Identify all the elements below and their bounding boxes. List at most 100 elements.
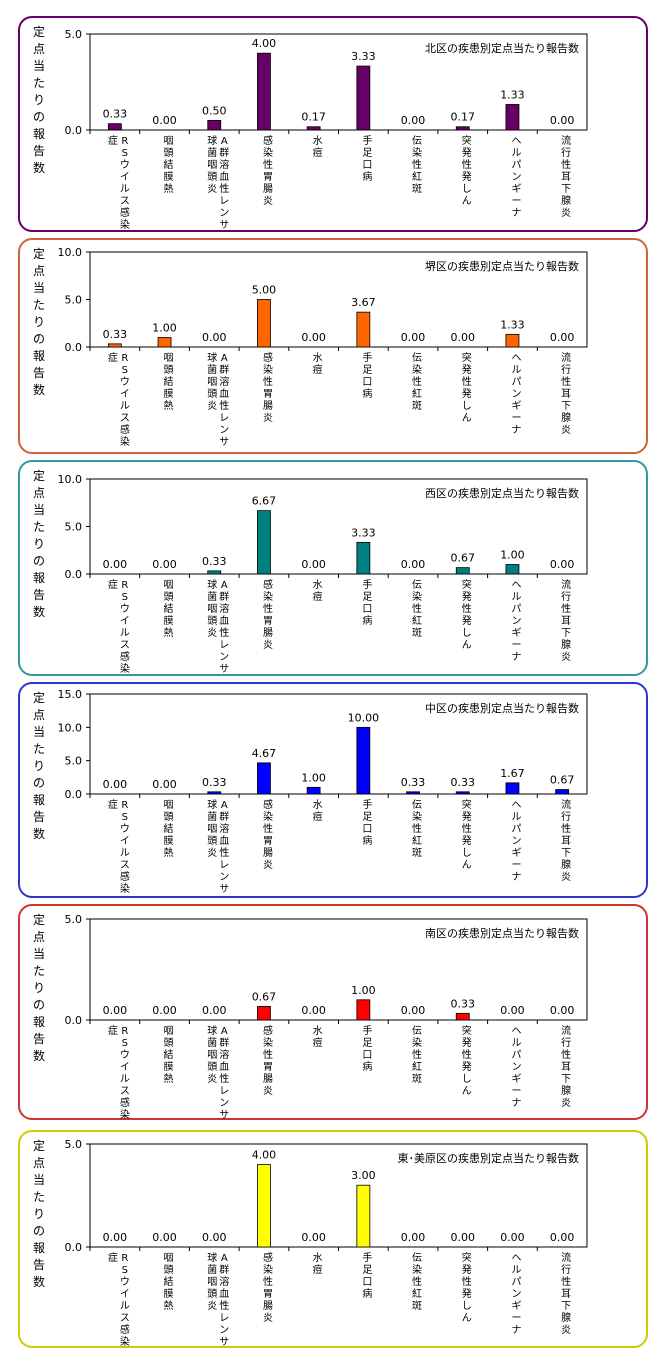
x-category-label-line: 突発性発しん (461, 1026, 472, 1097)
y-axis-label-char: 定 (32, 913, 45, 927)
y-tick-label: 5.0 (65, 1138, 83, 1151)
y-axis-label-char: た (32, 964, 45, 978)
x-category-label-line: 伝染性紅斑 (412, 580, 423, 639)
x-category-label: A群溶血性レンサ球菌咽頭炎 (203, 353, 233, 449)
data-label: 0.33 (103, 108, 128, 121)
data-label: 0.00 (401, 114, 426, 127)
x-category-label: 水痘 (310, 353, 326, 377)
x-category-label-line: 手足口病 (362, 800, 373, 847)
bar (406, 791, 420, 795)
data-label: 0.33 (451, 997, 476, 1010)
y-axis-label-char: り (32, 759, 45, 773)
y-axis-label-char: 報 (32, 127, 45, 141)
y-tick-label: 0.0 (65, 1241, 83, 1254)
x-category-label-line: 流行性耳下腺炎 (561, 1026, 572, 1109)
x-category-label-line: 水痘 (312, 580, 323, 603)
data-label: 0.00 (103, 558, 128, 571)
chart-title: 中区の疾患別定点当たり報告数 (425, 701, 579, 715)
x-category-label: 伝染性紅斑 (409, 580, 425, 640)
x-category-label-line: 感染性胃腸炎 (262, 136, 273, 207)
y-tick-label: 5.0 (65, 913, 83, 926)
x-category-label-line: 症 (107, 800, 118, 811)
x-category-label: 伝染性紅斑 (409, 800, 425, 860)
y-axis-label-char: 点 (32, 708, 45, 722)
data-label: 0.00 (500, 1004, 525, 1017)
bar (257, 510, 271, 575)
y-axis-label-char: 当 (32, 59, 45, 73)
x-category-label: 感染性胃腸炎 (260, 1026, 276, 1098)
y-axis-label-char: た (32, 298, 45, 312)
bar (257, 762, 271, 795)
y-axis-label-char: た (32, 76, 45, 90)
data-label: 0.67 (252, 990, 277, 1003)
y-tick-label: 0.0 (65, 341, 83, 354)
bar (455, 1012, 470, 1021)
data-label: 0.00 (401, 558, 426, 571)
data-label: 0.00 (152, 558, 177, 571)
x-category-label-line: 流行性耳下腺炎 (561, 580, 572, 663)
x-category-label-line: 咽頭結膜熱 (163, 1026, 174, 1085)
data-label: 5.00 (252, 284, 277, 297)
data-label: 4.67 (252, 747, 277, 760)
x-category-label-line: 球菌咽頭炎 (207, 580, 218, 639)
x-category-label-line: RSウイルス感染 (119, 353, 130, 448)
data-label: 0.00 (152, 1231, 177, 1244)
x-category-label: 咽頭結膜熱 (161, 1253, 177, 1313)
y-axis-label-char: 当 (32, 1173, 45, 1187)
y-axis-label-char: 定 (32, 691, 45, 705)
x-category-label-line: ヘルパンギーナ (511, 353, 522, 436)
bar (306, 126, 321, 131)
y-tick-label: 10.0 (58, 246, 83, 259)
bar (356, 1184, 371, 1248)
data-label: 1.00 (500, 549, 525, 562)
x-category-label: ヘルパンギーナ (508, 580, 524, 664)
x-category-label-line: 手足口病 (362, 580, 373, 627)
data-label: 4.00 (252, 1149, 277, 1162)
x-category-label: 感染性胃腸炎 (260, 580, 276, 652)
y-axis-label-char: 点 (32, 930, 45, 944)
x-category-label-line: 流行性耳下腺炎 (561, 353, 572, 436)
x-category-label-line: 水痘 (312, 353, 323, 376)
x-category-label: 咽頭結膜熱 (161, 136, 177, 196)
y-axis-label-char: 報 (32, 571, 45, 585)
chart-title: 西区の疾患別定点当たり報告数 (425, 486, 579, 500)
x-category-label: 手足口病 (359, 353, 375, 401)
data-label: 0.00 (103, 1231, 128, 1244)
y-axis-label-char: 告 (32, 1032, 45, 1046)
y-axis-label: 定点当たりの報告数 (28, 1138, 50, 1291)
data-label: 0.00 (202, 1231, 227, 1244)
x-category-label-line: 咽頭結膜熱 (163, 353, 174, 412)
y-tick-label: 5.0 (65, 755, 83, 768)
y-tick-label: 15.0 (58, 688, 83, 701)
x-category-label-line: A群溶血性レンサ (219, 353, 230, 448)
x-category-label-line: 水痘 (312, 136, 323, 159)
data-label: 0.00 (152, 114, 177, 127)
y-axis-label: 定点当たりの報告数 (28, 468, 50, 621)
x-category-label: ヘルパンギーナ (508, 353, 524, 437)
x-category-label-line: 水痘 (312, 800, 323, 823)
y-axis-label-char: 当 (32, 725, 45, 739)
x-category-label: 感染性胃腸炎 (260, 136, 276, 208)
x-category-label-line: 突発性発しん (461, 580, 472, 651)
bar (505, 333, 520, 348)
x-category-label: 流行性耳下腺炎 (558, 353, 574, 437)
data-label: 0.33 (202, 555, 227, 568)
x-category-label: 手足口病 (359, 580, 375, 628)
data-label: 0.00 (451, 1231, 476, 1244)
x-category-label-line: 突発性発しん (461, 353, 472, 424)
data-label: 0.00 (103, 778, 128, 791)
data-label: 0.00 (550, 558, 575, 571)
bar (505, 782, 520, 795)
x-category-label-line: 伝染性紅斑 (412, 353, 423, 412)
x-category-label-line: ヘルパンギーナ (511, 800, 522, 883)
x-category-label-line: A群溶血性レンサ (219, 1253, 230, 1348)
bar-chart: 15.0 10.0 5.0 0.0 中区の疾患別定点当たり報告数 0.00 0.00 0.33… (58, 688, 588, 801)
plot-area (89, 1143, 588, 1248)
x-category-label-line: 球菌咽頭炎 (207, 353, 218, 412)
x-category-label-line: RSウイルス感染 (119, 136, 130, 231)
x-category-label: 手足口病 (359, 800, 375, 848)
x-category-label: 流行性耳下腺炎 (558, 1253, 574, 1337)
y-axis-label-char: 告 (32, 144, 45, 158)
y-axis-label-char: 数 (32, 1275, 45, 1289)
data-label: 0.00 (202, 1004, 227, 1017)
